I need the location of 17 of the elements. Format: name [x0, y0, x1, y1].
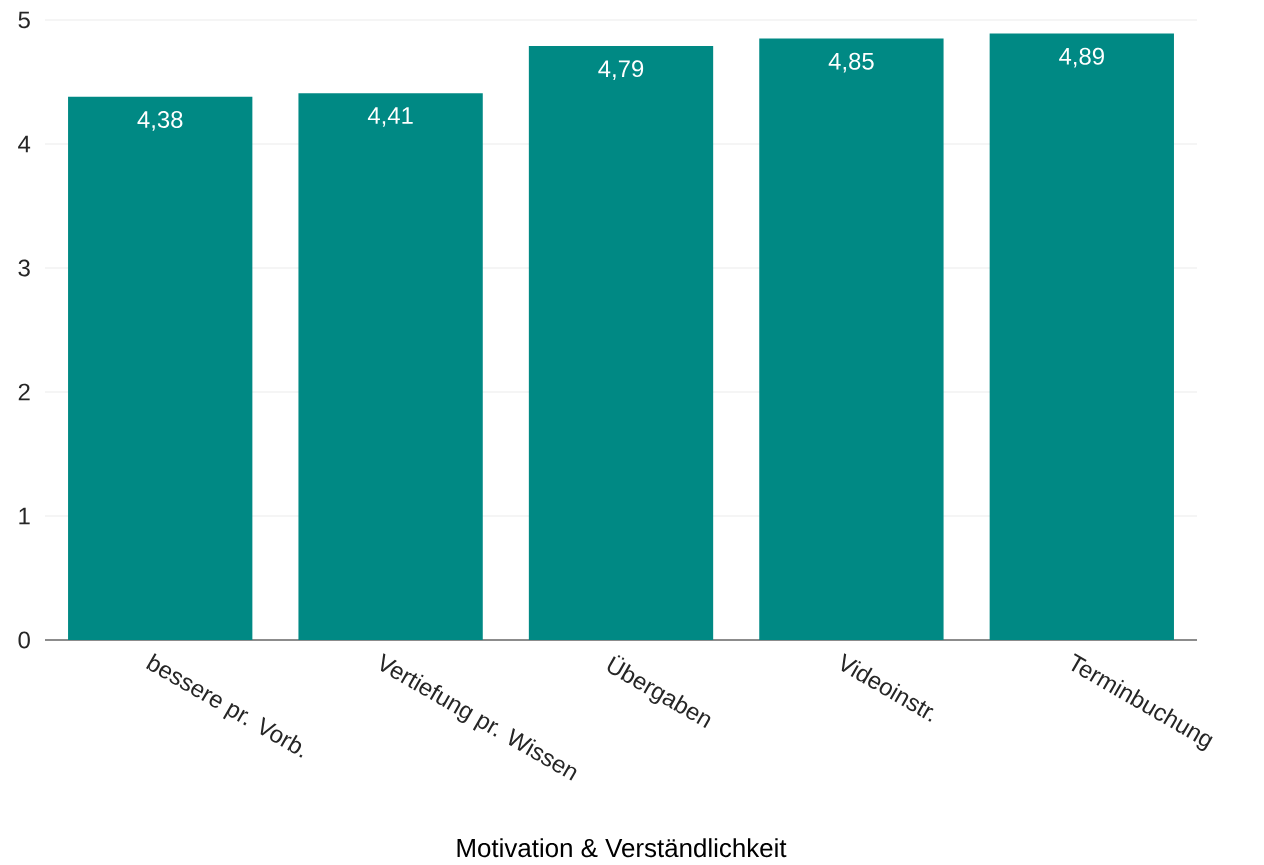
y-tick-label: 2 — [18, 383, 30, 401]
y-tick-label: 3 — [18, 259, 30, 277]
bar — [528, 46, 714, 640]
bar — [989, 33, 1174, 640]
x-axis-title: Motivation & Verständlichkeit — [457, 838, 787, 858]
bar — [298, 93, 483, 640]
y-tick-label: 5 — [18, 11, 30, 29]
y-tick-label: 4 — [18, 135, 31, 153]
bar — [759, 38, 944, 640]
data-label: 4,41 — [367, 107, 413, 127]
data-label: 4,79 — [598, 60, 644, 80]
y-tick-label: 0 — [18, 631, 30, 649]
bar — [68, 96, 253, 640]
data-label: 4,85 — [828, 52, 874, 73]
data-label: 4,38 — [137, 111, 183, 131]
data-label: 4,89 — [1059, 47, 1104, 68]
y-tick-label: 1 — [19, 507, 30, 525]
